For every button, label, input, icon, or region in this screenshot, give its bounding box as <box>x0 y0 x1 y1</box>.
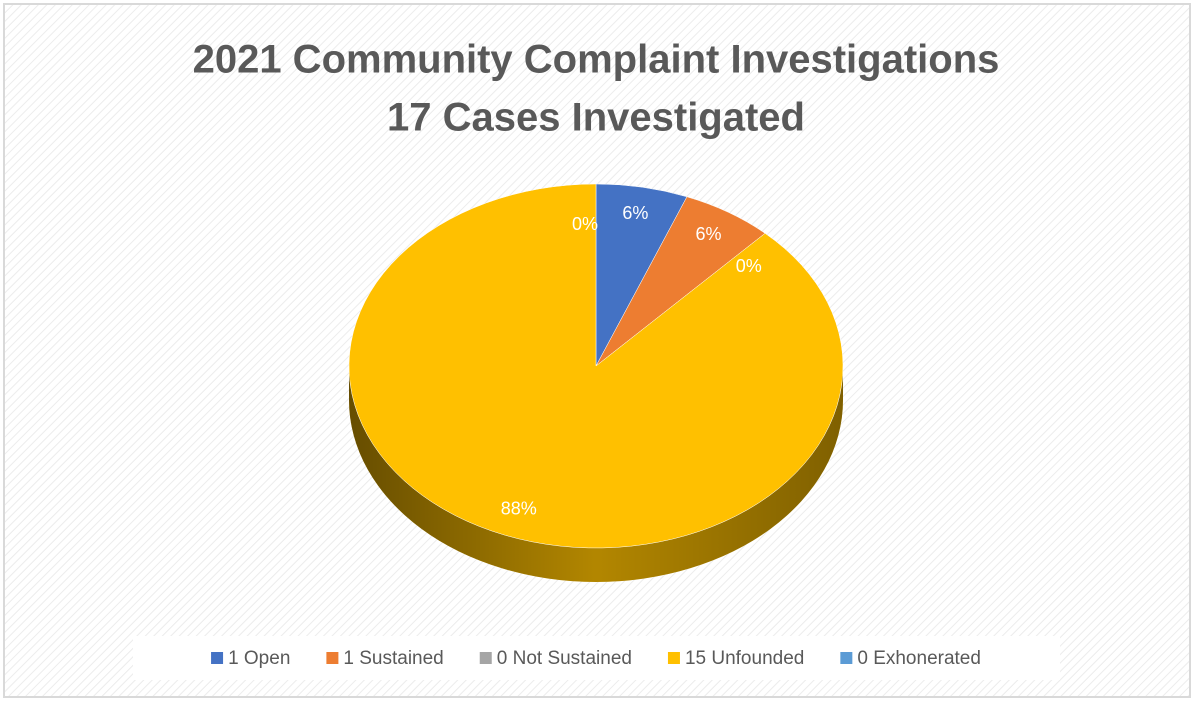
legend-label: 0 Not Sustained <box>497 648 632 669</box>
value-label: 88% <box>501 499 537 519</box>
legend-label: 1 Sustained <box>343 648 443 669</box>
chart-title: 2021 Community Complaint Investigations <box>193 38 1000 82</box>
legend-item: 15 Unfounded <box>667 648 804 669</box>
legend: 1 Open 1 Sustained 0 Not Sustained 15 Unfou… <box>211 648 981 669</box>
legend-item: 0 Not Sustained <box>479 648 632 669</box>
legend-swatch <box>211 652 224 664</box>
legend-item: 1 Open <box>211 648 290 669</box>
pie-tops <box>348 183 844 549</box>
legend-item: 1 Sustained <box>326 648 444 669</box>
slice <box>348 183 844 549</box>
legend-label: 15 Unfounded <box>685 648 804 669</box>
legend-item: 0 Exhonerated <box>840 648 981 669</box>
chart-subtitle: 17 Cases Investigated <box>387 96 805 140</box>
legend-label: 0 Exhonerated <box>857 648 981 669</box>
pie-sides <box>349 366 843 582</box>
slice-side-shade <box>349 366 843 582</box>
value-label: 0% <box>572 214 598 234</box>
legend-swatch <box>326 652 339 664</box>
value-label: 6% <box>622 203 648 223</box>
value-label: 6% <box>695 224 721 244</box>
legend-label: 1 Open <box>228 648 290 669</box>
legend-swatch <box>840 652 853 664</box>
value-label: 0% <box>736 256 762 276</box>
value-labels: 6% 6% 0% 88% 0% <box>501 203 762 519</box>
legend-swatch <box>667 652 680 664</box>
legend-box <box>133 636 1060 680</box>
legend-swatch <box>479 652 492 664</box>
